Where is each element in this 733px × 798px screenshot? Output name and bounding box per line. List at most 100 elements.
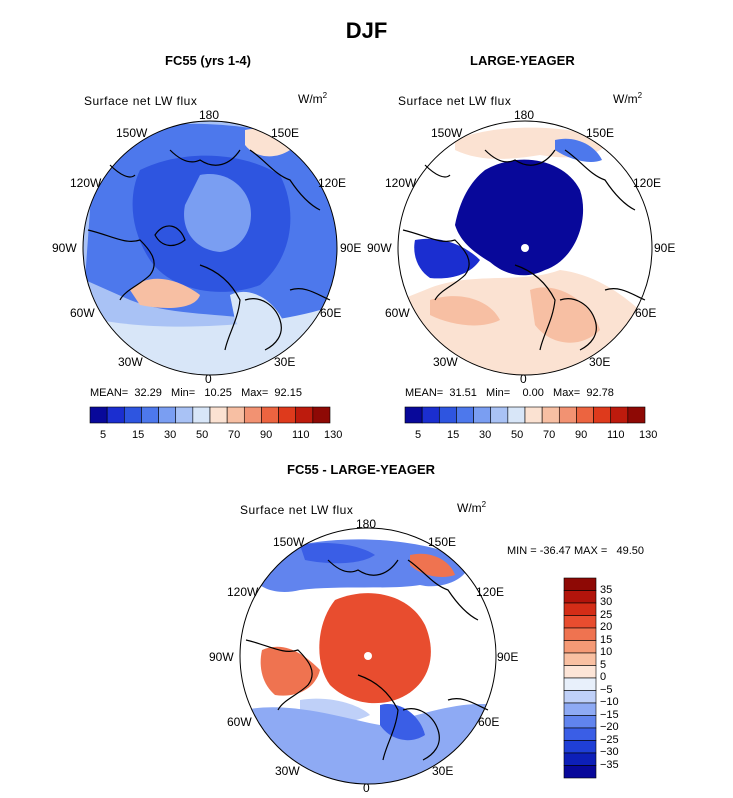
colorbar-tick-label: 130 <box>639 429 658 441</box>
lon-label-90e: 90E <box>340 241 362 255</box>
colorbar-tick-label: −35 <box>600 758 619 771</box>
colorbar-swatch <box>563 727 597 741</box>
lon-label-90e: 90E <box>497 650 519 664</box>
lon-label-120w: 120W <box>70 176 102 190</box>
colorbar-tick-label: 5 <box>100 429 107 441</box>
lon-label-0: 0 <box>205 372 212 386</box>
colorbar-tick-label: 110 <box>607 429 625 441</box>
main-title: DJF <box>345 18 388 43</box>
colorbar-tick-label: 35 <box>600 583 613 596</box>
units-label-difference: W/m2 <box>457 500 487 515</box>
panel-title-difference: FC55 - LARGE-YEAGER <box>287 462 436 477</box>
lon-label-30e: 30E <box>589 355 611 369</box>
lon-label-90w: 90W <box>209 650 234 664</box>
colorbar-tick-label: 70 <box>543 429 556 441</box>
lon-label-120e: 120E <box>318 176 347 190</box>
field-region-high <box>130 278 200 308</box>
colorbar-tick-label: −25 <box>600 733 619 746</box>
colorbar-swatch <box>563 615 597 629</box>
panel-title-large-yeager: LARGE-YEAGER <box>470 53 575 68</box>
field-region-archipelago <box>414 238 480 279</box>
lon-label-150w: 150W <box>273 535 305 549</box>
field-region-pole <box>184 174 251 252</box>
colorbar-tick-label: −15 <box>600 708 619 721</box>
coastlines-difference <box>245 559 489 761</box>
map-border-difference <box>239 527 497 785</box>
colorbar-tick-label: 25 <box>600 608 613 621</box>
lon-label-150w: 150W <box>431 126 463 140</box>
lon-label-150e: 150E <box>586 126 615 140</box>
lon-label-60e: 60E <box>635 306 657 320</box>
field-region-archipelago-diff <box>260 646 320 696</box>
stats-fc55: MEAN= 32.29 Min= 10.25 Max= 92.15 <box>90 387 302 399</box>
lon-label-0: 0 <box>363 781 370 795</box>
variable-label-difference: Surface net LW flux <box>240 503 354 517</box>
field-region-bering <box>555 138 602 162</box>
lon-label-180: 180 <box>514 108 535 122</box>
colorbar-swatch <box>563 590 597 604</box>
lon-label-180: 180 <box>356 517 377 531</box>
colorbar-swatch <box>563 665 597 679</box>
colorbar-tick-label: 130 <box>324 429 343 441</box>
colorbar-swatch <box>563 652 597 666</box>
colorbar-swatch <box>563 677 597 691</box>
colorbar-tick-label: −20 <box>600 721 619 733</box>
colorbar-tick-label: 30 <box>479 429 492 441</box>
lon-label-30w: 30W <box>433 355 458 369</box>
lon-label-120e: 120E <box>476 585 505 599</box>
colorbar-swatch <box>563 765 597 779</box>
units-label-fc55: W/m2 <box>298 91 328 106</box>
map-border-large-yeager <box>397 120 653 376</box>
lon-label-150e: 150E <box>271 126 300 140</box>
colorbar-tick-label: 110 <box>292 429 310 441</box>
colorbar-tick-label: −10 <box>600 696 619 708</box>
colorbar-tick-label: 50 <box>511 429 524 441</box>
colorbar-tick-label: −30 <box>600 746 619 758</box>
colorbar-tick-label: 5 <box>415 429 422 441</box>
coastlines-large-yeager <box>402 149 646 351</box>
field-region-sea-ice <box>455 159 584 276</box>
lon-label-30e: 30E <box>274 355 296 369</box>
colorbar-swatch <box>563 627 597 641</box>
lon-label-60e: 60E <box>320 306 342 320</box>
lon-label-90e: 90E <box>654 241 676 255</box>
colorbar-tick-label: 30 <box>600 596 613 608</box>
field-region-pacific <box>245 128 290 157</box>
colorbar-tick-label: 10 <box>600 646 613 658</box>
colorbar-tick-label: 70 <box>228 429 241 441</box>
colorbar-tick-label: −5 <box>600 683 613 696</box>
lon-label-60w: 60W <box>385 306 410 320</box>
colorbar-swatch <box>563 602 597 616</box>
colorbar-tick-label: 20 <box>600 621 613 633</box>
units-label-large-yeager: W/m2 <box>613 91 643 106</box>
colorbar-swatch <box>563 715 597 729</box>
colorbar-tick-label: 15 <box>447 429 460 441</box>
pole-marker <box>521 244 529 252</box>
lon-label-120w: 120W <box>385 176 417 190</box>
variable-label-large-yeager: Surface net LW flux <box>398 94 512 108</box>
colorbar-fc55 <box>89 406 331 424</box>
colorbar-difference <box>563 577 597 779</box>
lon-label-150e: 150E <box>428 535 457 549</box>
colorbar-large-yeager <box>404 406 646 424</box>
colorbar-tick-label: 90 <box>575 429 588 441</box>
lon-label-90w: 90W <box>367 241 392 255</box>
variable-label-fc55: Surface net LW flux <box>84 94 198 108</box>
coastlines-fc55 <box>87 149 331 351</box>
lon-label-180: 180 <box>199 108 220 122</box>
lon-label-30e: 30E <box>432 764 454 778</box>
colorbar-tick-label: 30 <box>164 429 177 441</box>
colorbar-swatch <box>563 752 597 766</box>
colorbar-swatch <box>563 690 597 704</box>
panel-title-fc55: FC55 (yrs 1-4) <box>165 53 251 68</box>
colorbar-swatch <box>563 702 597 716</box>
lon-label-0: 0 <box>520 372 527 386</box>
stats-large-yeager: MEAN= 31.51 Min= 0.00 Max= 92.78 <box>405 387 614 399</box>
lon-label-90w: 90W <box>52 241 77 255</box>
colorbar-swatch <box>563 577 597 591</box>
pole-marker <box>364 652 372 660</box>
field-region-scandinavia <box>230 291 285 338</box>
field-region-bering <box>300 543 375 564</box>
colorbar-tick-label: 50 <box>196 429 209 441</box>
